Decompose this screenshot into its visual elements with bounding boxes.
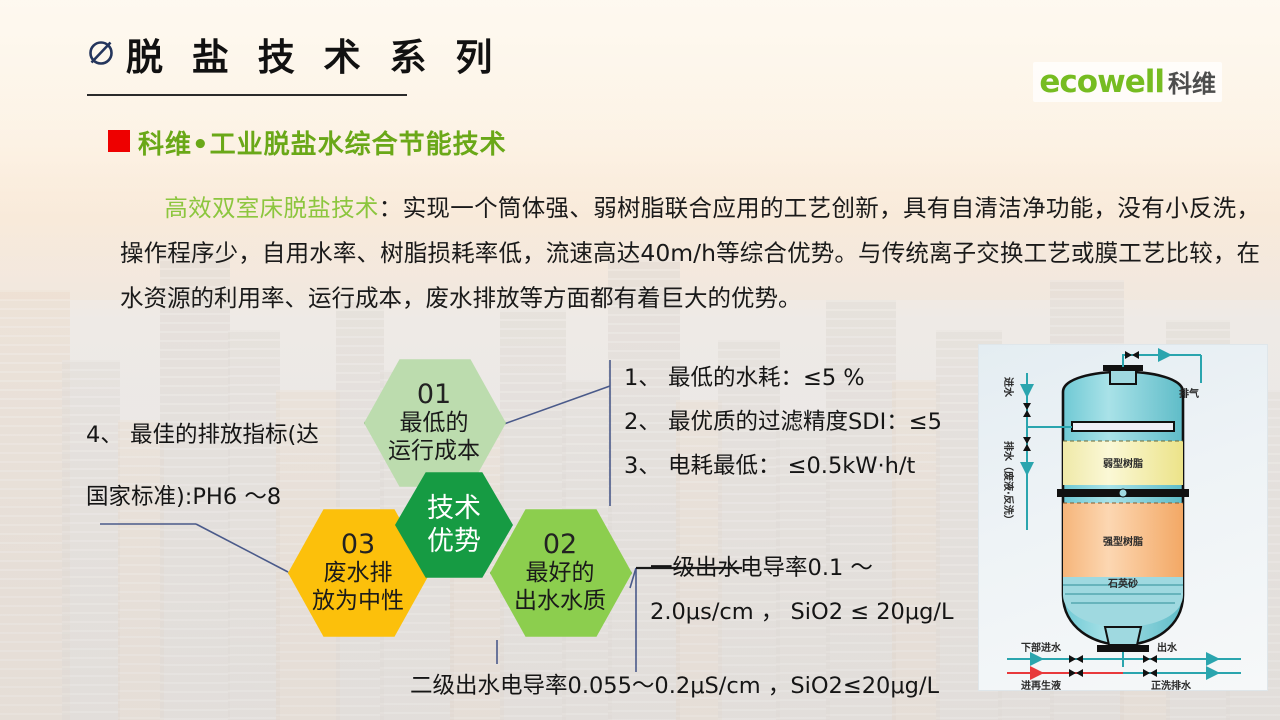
label-quartz-sand: 石英砂 xyxy=(1107,577,1138,590)
inlet-drain-pipe xyxy=(1020,373,1072,530)
callout-line: 3、 电耗最低： ≤0.5kW·h/t xyxy=(624,453,916,479)
callout-line: 1、 最低的水耗：≤5 % xyxy=(624,365,865,391)
hexagon-number: 02 xyxy=(542,528,578,560)
logo-chinese-name: 科维 xyxy=(1168,70,1216,98)
callout-line: 一级出水电导率0.1 ～ xyxy=(650,555,873,581)
label-outlet: 出水 xyxy=(1157,641,1178,654)
label-exhaust: 排气 xyxy=(1179,387,1199,400)
callout-line: 国家标准):PH6 ～8 xyxy=(86,484,282,510)
logo-wordmark: ecowell xyxy=(1039,64,1165,100)
hexagon-line1: 最好的 xyxy=(525,559,595,586)
page-title: 脱 盐 技 术 系 列 xyxy=(126,36,501,79)
hexagon-line2: 运行成本 xyxy=(388,437,480,464)
brand-logo: ecowell 科维 xyxy=(1033,62,1222,102)
callout-line: 4、 最佳的排放指标(达 xyxy=(86,422,319,448)
hexagon-advantage-01[interactable]: 01 最低的 运行成本 xyxy=(364,358,506,487)
bottom-manifold xyxy=(1007,652,1241,680)
intro-paragraph: 高效双室床脱盐技术：实现一个筒体强、弱树脂联合应用的工艺创新，具有自清洁净功能，… xyxy=(120,186,1260,321)
callout-bottom: 二级出水电导率0.055～0.2μS/cm ，SiO2≤20μg/L xyxy=(410,664,939,708)
hexagon-number: 03 xyxy=(340,528,376,560)
hexagon-line2: 放为中性 xyxy=(312,587,404,614)
callout-right-top: 1、 最低的水耗：≤5 % 2、 最优质的过滤精度SDI：≤5 3、 电耗最低：… xyxy=(624,356,942,488)
center-line2: 优势 xyxy=(427,526,481,557)
hexagon-number: 01 xyxy=(416,378,452,410)
hexagon-shape xyxy=(490,509,632,637)
callout-line: 二级出水电导率0.055～0.2μS/cm ，SiO2≤20μg/L xyxy=(410,673,940,699)
callout-line: 2、 最优质的过滤精度SDI：≤5 xyxy=(624,409,942,435)
callout-line: 2.0μs/cm ， SiO2 ≤ 20μg/L xyxy=(650,599,954,625)
paragraph-lead: 高效双室床脱盐技术 xyxy=(164,194,379,222)
label-drain: 排水（废液·反洗） xyxy=(1002,441,1015,525)
hexagon-advantage-02[interactable]: 02 最好的 出水水质 xyxy=(490,508,632,637)
callout-left: 4、 最佳的排放指标(达 国家标准):PH6 ～8 xyxy=(86,404,319,528)
label-regenerant-inlet: 进再生液 xyxy=(1021,679,1061,690)
hexagon-line2: 出水水质 xyxy=(514,587,606,614)
center-line1: 技术 xyxy=(427,493,481,524)
label-inlet: 进水 xyxy=(1002,377,1015,398)
circle-slash-icon xyxy=(89,41,113,65)
title-underline xyxy=(87,94,407,96)
section-subtitle: 科维•工业脱盐水综合节能技术 xyxy=(138,130,507,160)
label-forward-rinse-drain: 正洗排水 xyxy=(1151,679,1192,690)
exhaust-pipe xyxy=(1122,348,1202,383)
hexagon-line1: 最低的 xyxy=(399,409,469,436)
label-weak-resin: 弱型树脂 xyxy=(1103,457,1143,470)
callout-right-middle: 一级出水电导率0.1 ～ 2.0μs/cm ， SiO2 ≤ 20μg/L xyxy=(650,546,954,634)
hexagon-line1: 废水排 xyxy=(323,559,393,586)
equipment-diagram: 排气 进水 排水（废液·反洗） 弱型树脂 强型树脂 石英砂 xyxy=(978,344,1268,691)
red-square-bullet-icon xyxy=(108,130,130,152)
hexagon-center-core[interactable]: 技术 优势 xyxy=(395,470,513,580)
paragraph-body: ：实现一个筒体强、弱树脂联合应用的工艺创新，具有自清洁净功能，没有小反洗，操作程… xyxy=(120,194,1261,312)
label-strong-resin: 强型树脂 xyxy=(1103,535,1143,548)
vessel-body xyxy=(1057,365,1189,652)
label-bottom-inlet: 下部进水 xyxy=(1021,641,1062,654)
